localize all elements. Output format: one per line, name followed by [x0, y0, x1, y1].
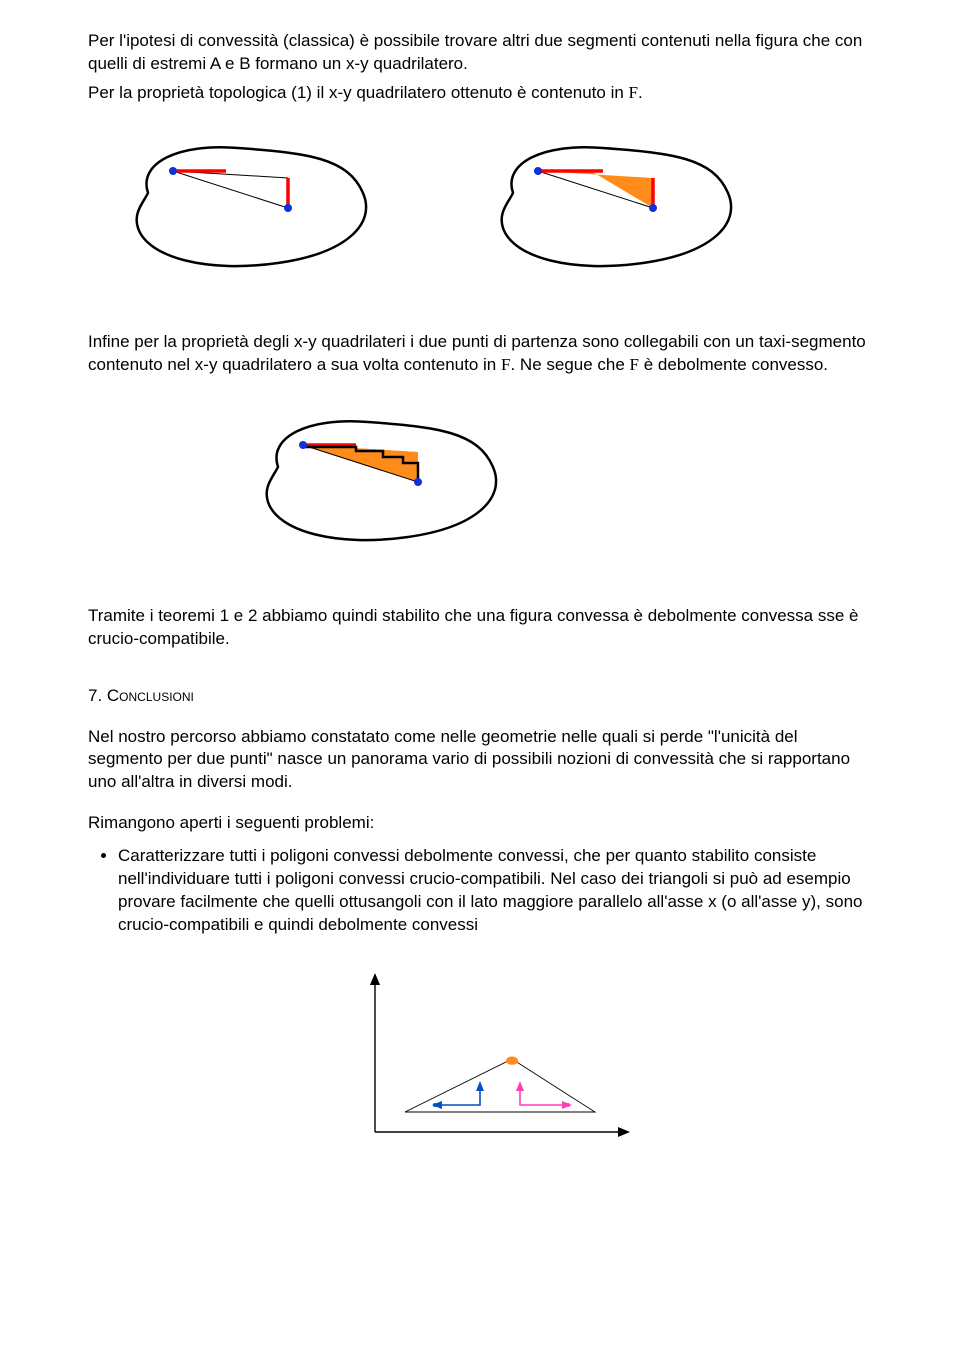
text: Nel nostro percorso abbiamo constatato c… [88, 727, 850, 792]
axes-triangle-figure [320, 967, 640, 1147]
blob-outline [502, 147, 731, 266]
point-b [414, 478, 422, 486]
point-a [534, 167, 542, 175]
y-axis-arrow [370, 973, 380, 985]
figure-blob-left [118, 133, 383, 283]
bullet-item-1: Caratterizzare tutti i poligoni convessi… [118, 845, 872, 937]
script-letter-f: F [629, 83, 638, 102]
figure-blob-right [483, 133, 748, 283]
paragraph-5: Rimangono aperti i seguenti problemi: [88, 812, 872, 835]
point-a [169, 167, 177, 175]
script-letter-f: F [630, 355, 639, 374]
text: Per la proprietà topologica (1) il x-y q… [88, 83, 629, 102]
section-label: Conclusioni [107, 686, 194, 705]
paragraph-4: Nel nostro percorso abbiamo constatato c… [88, 726, 872, 795]
figure-axes [88, 967, 872, 1147]
blue-dot [433, 1103, 437, 1107]
section-heading-7: 7. Conclusioni [88, 685, 872, 708]
text: è debolmente convesso. [639, 355, 828, 374]
text: Caratterizzare tutti i poligoni convessi… [118, 846, 863, 934]
paragraph-3: Tramite i teoremi 1 e 2 abbiamo quindi s… [88, 605, 872, 651]
bullet-list: Caratterizzare tutti i poligoni convessi… [118, 845, 872, 937]
blue-arrow-up [476, 1081, 484, 1091]
blob-outline [267, 421, 496, 540]
figure-row-1 [118, 133, 872, 283]
apex-marker [506, 1057, 518, 1065]
x-axis-arrow [618, 1127, 630, 1137]
paragraph-2: Infine per la proprietà degli x-y quadri… [88, 331, 872, 377]
point-a [299, 441, 307, 449]
text: . Ne segue che [510, 355, 629, 374]
section-number: 7. [88, 686, 107, 705]
point-b [649, 204, 657, 212]
point-b [284, 204, 292, 212]
blob-outline [137, 147, 366, 266]
figure-blob-staircase [248, 407, 513, 557]
paragraph-intro-1: Per l'ipotesi di convessità (classica) è… [88, 30, 872, 76]
pink-dot [566, 1103, 570, 1107]
paragraph-intro-2: Per la proprietà topologica (1) il x-y q… [88, 82, 872, 105]
pink-arrow-up [516, 1081, 524, 1091]
text: . [638, 83, 643, 102]
pink-path [520, 1085, 568, 1105]
text: Per l'ipotesi di convessità (classica) è… [88, 31, 862, 73]
text: Rimangono aperti i seguenti problemi: [88, 813, 374, 832]
figure-single [248, 407, 872, 557]
text: Tramite i teoremi 1 e 2 abbiamo quindi s… [88, 606, 858, 648]
